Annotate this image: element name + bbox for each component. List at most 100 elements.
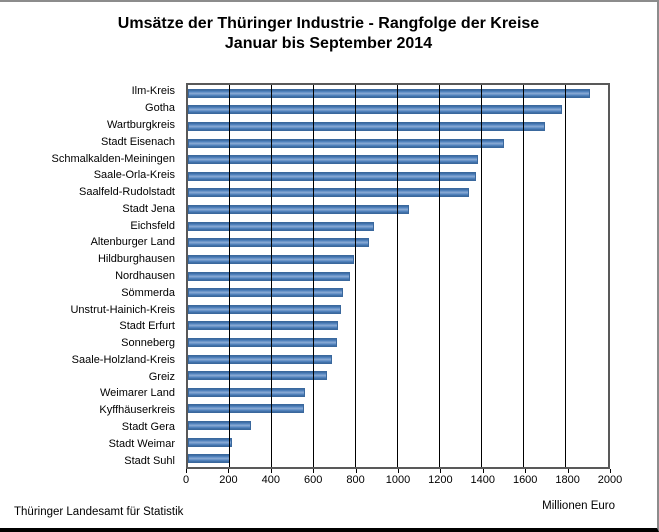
- bar: [188, 138, 505, 148]
- bar: [188, 254, 354, 264]
- category-label: Stadt Weimar: [108, 437, 175, 450]
- bar-row: [188, 118, 608, 135]
- bar-row: [188, 450, 608, 467]
- bar-row: [188, 151, 608, 168]
- bar: [188, 271, 350, 281]
- x-axis: 0 200 400 600 800 1000 1200 1400 1600 1800 2000: [183, 469, 622, 491]
- gridline: [313, 85, 314, 467]
- category-label: Stadt Gera: [121, 421, 175, 434]
- bar-row: [188, 135, 608, 152]
- bar-row: [188, 168, 608, 185]
- bar-row: [188, 434, 608, 451]
- x-axis-unit-label: Millionen Euro: [542, 500, 615, 512]
- bar-rows: [188, 85, 608, 467]
- x-axis-tick-label: 1800: [555, 474, 580, 486]
- x-axis-tick-label: 1400: [470, 474, 496, 486]
- bar-row: [188, 218, 608, 235]
- bar: [188, 221, 374, 231]
- category-label: Stadt Jena: [122, 202, 175, 215]
- x-axis-tick-mark: [567, 469, 569, 473]
- gridline: [565, 85, 566, 467]
- bar: [188, 420, 251, 430]
- x-axis-tick-label: 600: [304, 474, 323, 486]
- x-axis-tick-mark: [186, 469, 187, 473]
- bar: [188, 171, 476, 181]
- x-axis-tick-label: 800: [346, 474, 365, 486]
- chart-title-line1: Umsätze der Thüringer Industrie - Rangfo…: [117, 15, 540, 32]
- bar: [188, 105, 562, 115]
- bar-row: [188, 318, 608, 335]
- bar: [188, 387, 305, 397]
- category-label: Sömmerda: [121, 286, 175, 299]
- x-axis-tick-label: 200: [219, 474, 238, 486]
- x-axis-tick-label: 2000: [597, 474, 623, 486]
- category-label: Hildburghausen: [97, 253, 175, 266]
- category-label: Kyffhäuserkreis: [99, 404, 175, 417]
- bar-row: [188, 417, 608, 434]
- x-axis-tick-label: 1200: [428, 474, 453, 486]
- x-axis-tick-mark: [525, 469, 527, 473]
- bar: [188, 238, 369, 248]
- x-axis-tick-label: 400: [261, 474, 280, 486]
- bar: [188, 304, 342, 314]
- bar: [188, 404, 304, 414]
- bar: [188, 371, 327, 381]
- bar: [188, 205, 409, 215]
- category-label: Schmalkalden-Meiningen: [51, 152, 175, 165]
- gridline: [439, 85, 440, 467]
- x-axis-tick-mark: [355, 469, 357, 473]
- category-label: Sonneberg: [121, 337, 175, 350]
- bar-row: [188, 234, 608, 251]
- plot-area: [186, 83, 610, 469]
- category-label: Eichsfeld: [130, 219, 175, 232]
- category-label: Wartburgkreis: [106, 118, 175, 131]
- category-label: Stadt Eisenach: [101, 135, 175, 148]
- x-axis-tick-label: 1600: [512, 474, 538, 486]
- category-label: Saale-Orla-Kreis: [93, 169, 175, 182]
- bar-row: [188, 301, 608, 318]
- category-label: Saalfeld-Rudolstadt: [78, 186, 175, 199]
- category-label: Weimarer Land: [100, 387, 175, 400]
- bar-row: [188, 284, 608, 301]
- bar: [188, 337, 338, 347]
- category-label: Greiz: [148, 370, 175, 383]
- gridline: [355, 85, 356, 467]
- x-axis-tick-label: 1000: [385, 474, 411, 486]
- category-label: Unstrut-Hainich-Kreis: [70, 303, 175, 316]
- gridline: [481, 85, 482, 467]
- bar-row: [188, 367, 608, 384]
- bar: [188, 155, 478, 165]
- category-label: Altenburger Land: [90, 236, 175, 249]
- x-axis-tick-mark: [440, 469, 442, 473]
- gridline: [397, 85, 398, 467]
- category-label: Nordhausen: [115, 269, 175, 282]
- category-axis-labels: Ilm-Kreis Gotha Wartburgkreis Stadt Eisenac…: [0, 83, 181, 469]
- category-label: Gotha: [145, 102, 175, 115]
- bar-row: [188, 102, 608, 119]
- bar-row: [188, 334, 608, 351]
- bar-row: [188, 384, 608, 401]
- bar: [188, 354, 332, 364]
- bar-row: [188, 201, 608, 218]
- bar: [188, 188, 470, 198]
- x-axis-tick-mark: [313, 469, 315, 473]
- x-axis-tick-mark: [482, 469, 484, 473]
- bar: [188, 122, 545, 132]
- bar: [188, 437, 233, 447]
- category-label: Stadt Suhl: [124, 454, 175, 467]
- bar: [188, 321, 339, 331]
- bar: [188, 88, 591, 98]
- bar-row: [188, 401, 608, 418]
- x-axis-tick-mark: [270, 469, 272, 473]
- bar-row: [188, 268, 608, 285]
- gridline: [271, 85, 272, 467]
- chart-title-line2: Januar bis September 2014: [224, 35, 433, 52]
- source-attribution: Thüringer Landesamt für Statistik: [14, 506, 184, 518]
- bar-row: [188, 185, 608, 202]
- bar-row: [188, 85, 608, 102]
- x-axis-tick-mark: [228, 469, 230, 473]
- category-label: Saale-Holzland-Kreis: [71, 353, 175, 366]
- chart-title: Umsätze der Thüringer Industrie - Rangfo…: [0, 14, 657, 54]
- x-axis-tick-mark: [398, 469, 399, 473]
